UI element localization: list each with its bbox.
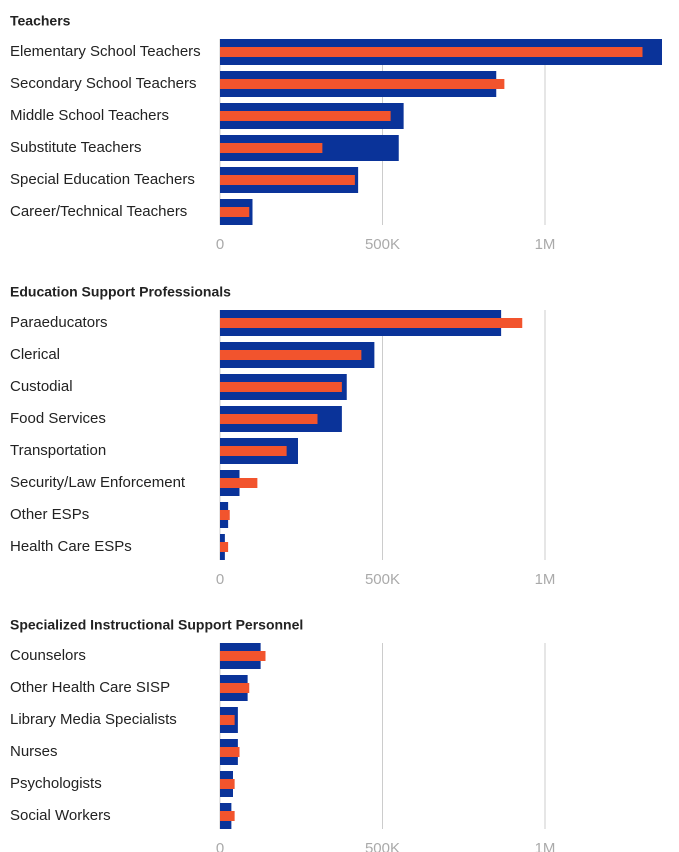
category-label: Psychologists <box>10 775 102 792</box>
category-label: Library Media Specialists <box>10 711 177 728</box>
category-label: Nurses <box>10 743 58 760</box>
category-label: Other ESPs <box>10 506 89 523</box>
x-tick-label: 0 <box>216 840 224 852</box>
bar <box>220 207 250 217</box>
bar <box>220 47 643 57</box>
bar <box>220 414 318 424</box>
category-label: Other Health Care SISP <box>10 679 170 696</box>
bar <box>220 318 523 328</box>
category-label: Custodial <box>10 378 73 395</box>
category-label: Security/Law Enforcement <box>10 474 186 491</box>
bar <box>220 350 362 360</box>
category-label: Clerical <box>10 346 60 363</box>
category-label: Transportation <box>10 442 106 459</box>
category-label: Social Workers <box>10 807 111 824</box>
bar <box>220 747 240 757</box>
x-tick-label: 1M <box>535 571 556 588</box>
category-label: Secondary School Teachers <box>10 75 197 92</box>
category-label: Health Care ESPs <box>10 538 132 555</box>
category-label: Food Services <box>10 410 106 427</box>
category-label: Counselors <box>10 647 86 664</box>
bar <box>220 79 505 89</box>
bar <box>220 446 287 456</box>
x-tick-label: 500K <box>365 236 400 253</box>
bar <box>220 542 229 552</box>
chart-title: Education Support Professionals <box>10 284 231 300</box>
category-label: Paraeducators <box>10 314 108 331</box>
category-label: Elementary School Teachers <box>10 43 201 60</box>
category-label: Middle School Teachers <box>10 107 169 124</box>
bar <box>220 683 250 693</box>
x-tick-label: 500K <box>365 571 400 588</box>
bar <box>220 143 323 153</box>
category-label: Substitute Teachers <box>10 139 141 156</box>
bar <box>220 175 355 185</box>
bar <box>220 811 235 821</box>
bar <box>220 478 258 488</box>
bar <box>220 382 342 392</box>
bar <box>220 715 235 725</box>
chart-title: Specialized Instructional Support Person… <box>10 617 303 633</box>
x-tick-label: 1M <box>535 840 556 852</box>
x-tick-label: 500K <box>365 840 400 852</box>
bar <box>220 779 235 789</box>
x-tick-label: 0 <box>216 571 224 588</box>
category-label: Special Education Teachers <box>10 171 195 188</box>
chart-title: Teachers <box>10 13 71 29</box>
bar <box>220 651 266 661</box>
x-tick-label: 0 <box>216 236 224 253</box>
bar <box>220 510 230 520</box>
x-tick-label: 1M <box>535 236 556 253</box>
category-label: Career/Technical Teachers <box>10 203 187 220</box>
bar <box>220 111 391 121</box>
